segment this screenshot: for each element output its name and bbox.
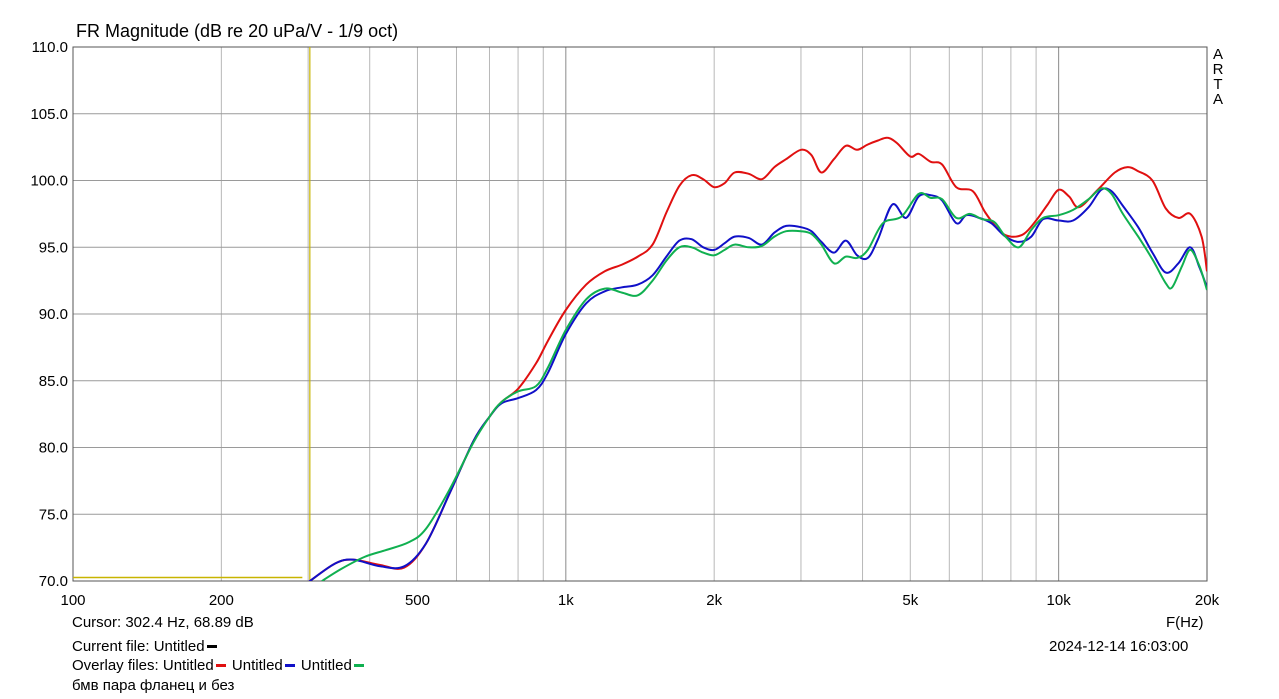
timestamp: 2024-12-14 16:03:00: [1049, 638, 1189, 655]
brand-letter: T: [1213, 76, 1223, 93]
x-tick-label: 1k: [558, 592, 574, 609]
x-tick-label: 100: [60, 592, 85, 609]
current-file-label: Current file: Untitled: [72, 638, 205, 655]
y-tick-label: 75.0: [39, 506, 68, 523]
x-tick-label: 20k: [1195, 592, 1220, 609]
chart-grid: [72, 46, 1208, 582]
brand-letter: A: [1212, 91, 1223, 108]
x-tick-label: 200: [209, 592, 234, 609]
x-tick-label: 500: [405, 592, 430, 609]
y-tick-label: 85.0: [39, 373, 68, 390]
plot-frame: [72, 46, 1208, 582]
overlay-file-name: Untitled: [162, 657, 214, 674]
arta-brand: A R T A: [1212, 47, 1224, 107]
measurement-note: бмв пара фланец и без: [72, 677, 235, 694]
current-file-swatch: [206, 644, 217, 648]
overlay-swatch-blue: [284, 663, 295, 667]
current-file-line: Current file: Untitled: [72, 638, 219, 655]
overlay-swatch-green: [353, 663, 364, 667]
chart-marks: [73, 47, 1207, 581]
y-tick-label: 105.0: [30, 106, 68, 123]
overlay-swatch-red: [215, 663, 226, 667]
series-line-green: [321, 187, 1207, 581]
y-tick-label: 90.0: [39, 306, 68, 323]
brand-letter: A: [1212, 46, 1223, 63]
x-tick-label: 10k: [1047, 592, 1072, 609]
y-tick-label: 100.0: [30, 173, 68, 190]
y-tick-label: 110.0: [32, 39, 68, 56]
x-tick-label: 2k: [706, 592, 722, 609]
overlay-files-label: Overlay files:: [72, 657, 163, 674]
cursor-readout: Cursor: 302.4 Hz, 68.89 dB: [72, 614, 254, 631]
y-tick-label: 95.0: [39, 239, 68, 256]
overlay-files-line: Overlay files: Untitled Untitled Untitle…: [72, 657, 366, 674]
y-tick-label: 80.0: [39, 440, 68, 457]
chart-axis-labels: 70.0 75.0 80.0 85.0 90.0 95.0 100.0 105.0 110.0 1…: [30, 39, 1219, 609]
x-axis-label: F(Hz): [1166, 614, 1204, 631]
series-line-blue: [308, 187, 1207, 581]
overlay-file-name: Untitled: [300, 657, 352, 674]
brand-letter: R: [1212, 61, 1224, 78]
series-line-red: [308, 136, 1207, 581]
y-tick-label: 70.0: [39, 573, 68, 590]
chart-title: FR Magnitude (dB re 20 uPa/V - 1/9 oct): [76, 21, 399, 41]
x-tick-label: 5k: [902, 592, 918, 609]
overlay-file-name: Untitled: [231, 657, 283, 674]
